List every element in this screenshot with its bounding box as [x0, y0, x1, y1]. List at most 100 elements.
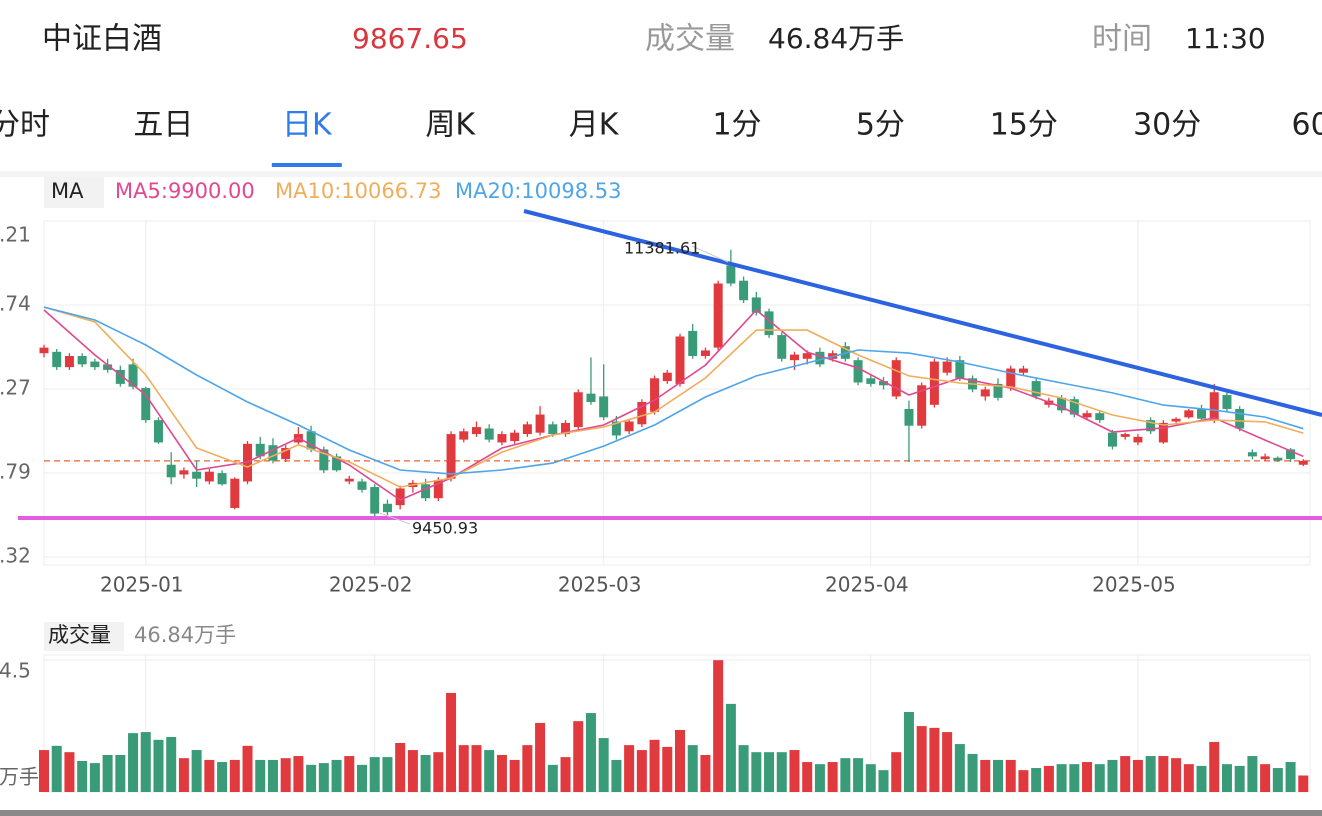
legend-sep: : [161, 179, 168, 203]
tab[interactable]: 周K [425, 108, 476, 143]
time-title: 时间 [1092, 22, 1152, 57]
volume-bar [993, 759, 1003, 792]
volume-bar [1260, 764, 1271, 792]
candle-body [1235, 408, 1245, 429]
y-tick-label: .21 [0, 223, 31, 247]
volume-panel-title: 成交量 [48, 623, 111, 647]
volume-bar [649, 739, 660, 792]
tab[interactable]: 月K [569, 108, 620, 143]
volume-bar [229, 759, 240, 792]
candle-body [1018, 368, 1028, 373]
volume-bar [1018, 770, 1029, 792]
candle-body [879, 381, 889, 386]
trend-line [523, 209, 1322, 417]
volume-bar [1094, 764, 1105, 792]
candle-body [141, 388, 151, 421]
volume-bar [687, 745, 698, 792]
candle-body [637, 402, 647, 425]
candle-body [535, 414, 545, 433]
leader-line [379, 512, 411, 525]
candle-body [90, 361, 100, 368]
tab[interactable]: 15分 [990, 108, 1058, 143]
candle-body [522, 424, 532, 435]
volume-bar [725, 703, 736, 792]
volume-tick-label: 4.5 [0, 659, 31, 683]
volume-bar [624, 745, 635, 792]
tab[interactable]: 分时 [0, 108, 50, 143]
candle-body [370, 487, 380, 514]
candle-body [332, 456, 342, 471]
volume-bar [1209, 741, 1220, 792]
tab[interactable]: 日K [282, 108, 333, 143]
volume-bar [1234, 765, 1245, 792]
volume-bar [293, 756, 304, 792]
candle-body [1107, 432, 1117, 447]
x-tick-label: 2025-01 [100, 573, 184, 597]
candle-body [153, 420, 163, 443]
legend-name: MA10 [275, 179, 334, 203]
volume-bar [102, 754, 113, 792]
tab[interactable]: 30分 [1133, 108, 1201, 143]
volume-bar [776, 752, 787, 792]
candle-body [357, 481, 367, 490]
candle-body [1247, 452, 1257, 457]
candle-body [586, 393, 596, 403]
volume-bar [128, 733, 139, 792]
low-label: 9450.93 [412, 519, 478, 538]
ma-legend: MA5:9900.00 MA10:10066.73 MA20:10098.53 [115, 179, 622, 203]
volume-bar [802, 762, 813, 792]
volume-bar [357, 764, 367, 792]
candle-body [1197, 408, 1207, 419]
price-frame [43, 220, 1311, 566]
volume-bar [1183, 764, 1194, 792]
volume-bar [191, 750, 202, 792]
candle-body [700, 350, 710, 356]
volume-bar [1285, 762, 1296, 792]
volume-bar [77, 760, 88, 792]
candle-body [611, 421, 621, 436]
candle-body [1082, 413, 1092, 418]
volume-bar [153, 739, 164, 792]
volume-bar [39, 750, 49, 792]
volume-bar [560, 757, 571, 792]
tab[interactable]: 60 [1292, 108, 1322, 143]
candle-body [446, 434, 456, 479]
volume-bar [369, 757, 380, 792]
candle-body [764, 311, 774, 336]
candle-body [624, 421, 634, 432]
candle-body [802, 353, 812, 359]
candle-body [192, 471, 202, 479]
volume-bar [1056, 764, 1067, 792]
volume-bar [598, 738, 609, 792]
candle-body [395, 488, 405, 506]
volume-bar [255, 759, 266, 792]
tab[interactable]: 五日 [133, 108, 193, 143]
volume-bar [954, 744, 965, 792]
candle-body [230, 478, 240, 508]
candle-body [1133, 436, 1143, 443]
candle-body [739, 280, 749, 301]
legend-name: MA5 [115, 179, 161, 203]
tab[interactable]: 1分 [712, 108, 761, 143]
y-tick-label: .32 [0, 544, 31, 568]
volume-bar [585, 713, 596, 792]
x-tick-label: 2025-05 [1092, 573, 1176, 597]
volume-bar [1082, 762, 1093, 792]
volume-bar [929, 727, 940, 792]
candle-body [166, 464, 176, 478]
tab[interactable]: 5分 [856, 108, 905, 143]
candle-body [344, 478, 354, 482]
candle-body [1146, 420, 1156, 432]
volume-bar [1171, 758, 1182, 792]
legend-sep: : [334, 179, 341, 203]
volume-bar [878, 770, 889, 792]
candle-body [789, 354, 799, 361]
candle-body [52, 351, 62, 368]
volume-bar [1145, 756, 1156, 792]
candle-body [866, 378, 876, 384]
legend-entry: MA20:10098.53 [455, 179, 622, 203]
candle-body [891, 360, 901, 397]
volume-bar [853, 758, 864, 792]
volume-bar [611, 759, 622, 792]
